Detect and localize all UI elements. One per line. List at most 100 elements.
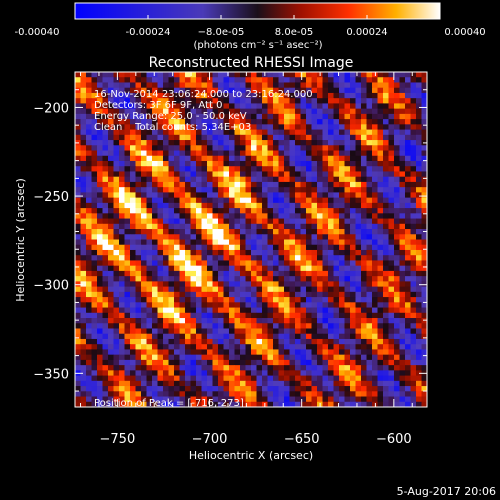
heatmap-cell — [361, 92, 367, 99]
heatmap-cell — [405, 145, 411, 151]
heatmap-cell — [141, 386, 147, 392]
heatmap-cell — [311, 375, 318, 382]
heatmap-cell — [108, 276, 114, 282]
heatmap-cell — [141, 213, 147, 219]
heatmap-cell — [234, 276, 241, 282]
heatmap-cell — [355, 140, 362, 146]
heatmap-cell — [86, 108, 92, 115]
heatmap-cell — [350, 396, 356, 403]
heatmap-cell — [267, 312, 274, 319]
heatmap-cell — [251, 124, 257, 130]
heatmap-cell — [135, 370, 142, 376]
heatmap-cell — [185, 312, 191, 319]
heatmap-cell — [113, 72, 120, 78]
heatmap-cell — [130, 124, 136, 130]
heatmap-cell — [394, 375, 400, 382]
heatmap-cell — [218, 140, 224, 146]
heatmap-cell — [97, 349, 103, 356]
heatmap-cell — [383, 297, 389, 303]
heatmap-cell — [267, 323, 274, 329]
heatmap-cell — [163, 328, 169, 335]
heatmap-cell — [174, 134, 180, 141]
heatmap-cell — [124, 249, 131, 256]
heatmap-cell — [174, 297, 180, 303]
heatmap-cell — [251, 333, 257, 340]
heatmap-cell — [300, 134, 307, 141]
heatmap-cell — [157, 119, 164, 125]
heatmap-cell — [421, 249, 427, 256]
heatmap-cell — [355, 108, 362, 115]
heatmap-cell — [262, 92, 268, 99]
heatmap-cell — [130, 87, 136, 94]
heatmap-cell — [174, 92, 180, 99]
heatmap-cell — [91, 202, 98, 209]
heatmap-cell — [163, 113, 169, 120]
heatmap-cell — [108, 166, 114, 172]
heatmap-cell — [306, 160, 312, 167]
heatmap-cell — [322, 255, 329, 261]
heatmap-cell — [278, 192, 285, 199]
heatmap-cell — [141, 108, 147, 115]
heatmap-cell — [355, 401, 362, 407]
heatmap-cell — [328, 323, 334, 329]
heatmap-cell — [372, 92, 378, 99]
heatmap-cell — [75, 255, 81, 261]
heatmap-cell — [383, 208, 389, 214]
heatmap-cell — [372, 113, 378, 120]
heatmap-cell — [80, 129, 87, 136]
heatmap-cell — [355, 338, 362, 345]
heatmap-cell — [196, 160, 202, 167]
heatmap-cell — [234, 328, 241, 335]
heatmap-cell — [410, 140, 417, 146]
heatmap-cell — [295, 145, 301, 151]
heatmap-cell — [113, 92, 120, 99]
heatmap-cell — [339, 344, 345, 350]
heatmap-cell — [383, 375, 389, 382]
heatmap-cell — [333, 166, 340, 172]
heatmap-cell — [124, 286, 131, 293]
heatmap-cell — [80, 354, 87, 361]
heatmap-cell — [207, 229, 213, 235]
heatmap-cell — [157, 134, 164, 141]
heatmap-cell — [410, 338, 417, 345]
heatmap-cell — [113, 82, 120, 89]
heatmap-cell — [130, 297, 136, 303]
heatmap-cell — [108, 103, 114, 110]
heatmap-cell — [163, 202, 169, 209]
heatmap-cell — [163, 291, 169, 298]
heatmap-cell — [416, 223, 422, 230]
heatmap-cell — [185, 302, 191, 308]
heatmap-cell — [234, 318, 241, 324]
heatmap-cell — [300, 176, 307, 183]
heatmap-cell — [289, 286, 296, 293]
heatmap-cell — [416, 171, 422, 178]
heatmap-cell — [97, 281, 103, 288]
heatmap-cell — [267, 359, 274, 366]
heatmap-cell — [339, 244, 345, 251]
heatmap-cell — [240, 255, 246, 261]
heatmap-cell — [91, 92, 98, 99]
heatmap-cell — [295, 223, 301, 230]
heatmap-cell — [295, 72, 301, 78]
heatmap-cell — [278, 140, 285, 146]
colorbar-tick-label: 0.00040 — [444, 27, 485, 38]
heatmap-cell — [399, 391, 406, 397]
heatmap-cell — [163, 229, 169, 235]
heatmap-cell — [421, 365, 427, 371]
heatmap-cell — [421, 297, 427, 303]
heatmap-cell — [207, 155, 213, 162]
heatmap-cell — [317, 297, 323, 303]
heatmap-cell — [273, 124, 279, 130]
heatmap-cell — [207, 160, 213, 167]
heatmap-cell — [350, 108, 356, 115]
heatmap-cell — [229, 229, 235, 235]
heatmap-cell — [306, 260, 312, 267]
heatmap-cell — [388, 291, 395, 298]
heatmap-cell — [350, 140, 356, 146]
heatmap-cell — [240, 134, 246, 141]
heatmap-cell — [322, 338, 329, 345]
heatmap-cell — [267, 255, 274, 261]
heatmap-cell — [80, 171, 87, 178]
heatmap-cell — [344, 72, 351, 78]
heatmap-cell — [119, 229, 125, 235]
